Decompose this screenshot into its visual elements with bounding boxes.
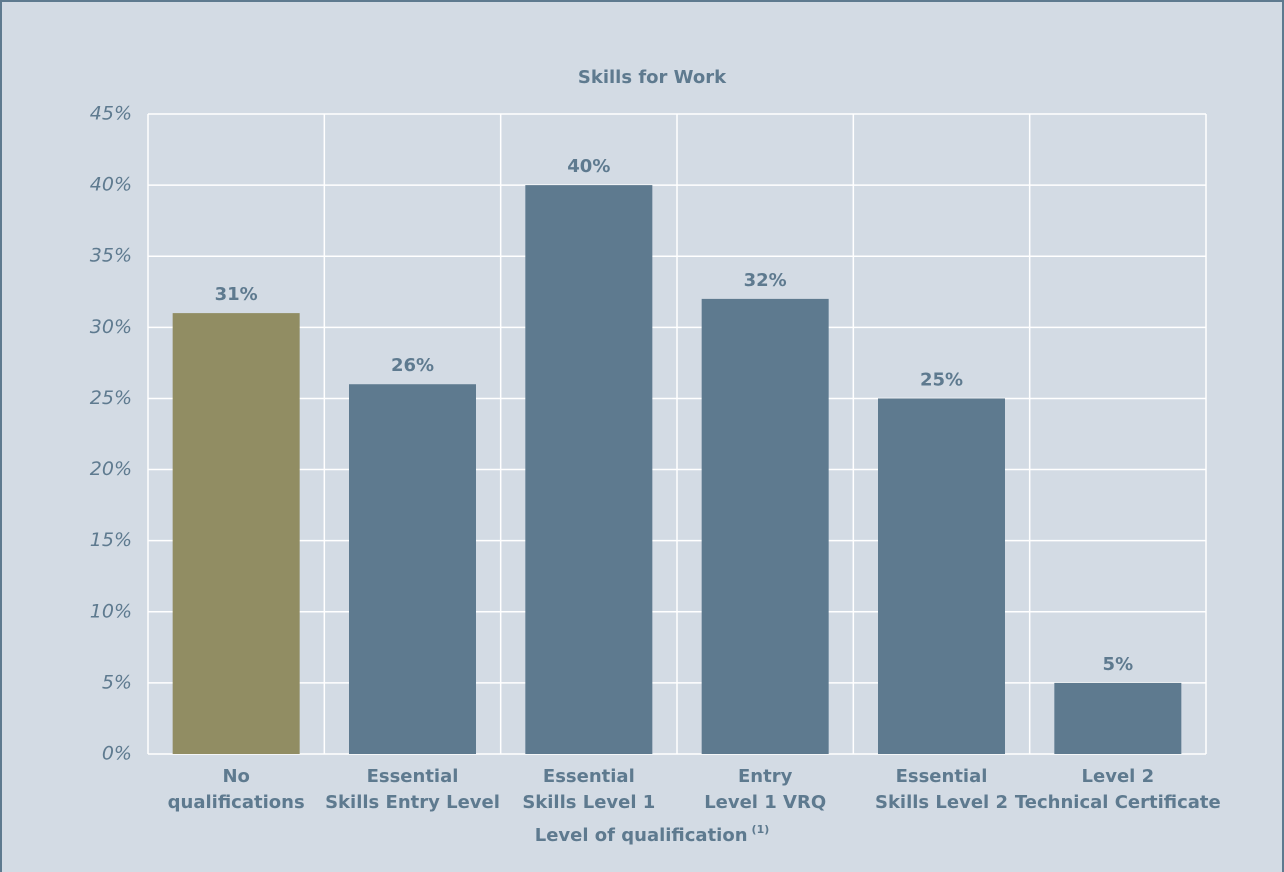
x-tick-label: Entry Level 1 VRQ [704,766,826,813]
x-tick-label-line: Essential [367,766,459,787]
x-tick-label: Essential Skills Level 1 [522,766,655,813]
bar [172,313,300,754]
value-label: 26% [391,355,434,376]
value-label: 25% [920,369,963,390]
x-tick-label-line: Skills Level 1 [522,792,655,813]
x-axis-label: Level of qualification (1) [535,823,770,846]
y-tick-label: 40% [90,174,132,196]
value-label: 40% [567,156,610,177]
x-axis-label-text: Level of qualification [535,825,748,846]
x-tick-label-line: Essential [896,766,988,787]
x-tick-label: Level 2 Technical Certificate [1015,766,1221,813]
x-tick-label: No qualifications [168,766,305,813]
chart-title: Skills for Work [578,67,727,88]
x-tick-label-line: Skills Entry Level [325,792,500,813]
y-tick-label: 20% [90,458,132,480]
y-tick-label: 30% [90,316,132,338]
y-tick-label: 5% [102,671,132,693]
x-tick-label-line: No [222,766,249,787]
y-tick-label: 0% [102,743,132,765]
x-tick-label: Essential Skills Entry Level [325,766,500,813]
y-tick-label: 15% [90,529,132,551]
x-tick-label-line: Technical Certificate [1015,792,1221,813]
x-tick-label-line: Level 2 [1082,766,1155,787]
bar [349,384,476,754]
bar [1054,682,1182,754]
bar [878,398,1005,754]
y-tick-label: 25% [90,387,132,409]
x-tick-label: Essential Skills Level 2 [875,766,1008,813]
y-tick-label: 35% [90,245,132,267]
x-tick-label-line: qualifications [168,792,305,813]
x-tick-label-line: Level 1 VRQ [704,792,826,813]
x-tick-label-line: Entry [738,766,793,787]
x-tick-label-line: Essential [543,766,635,787]
value-label: 5% [1103,654,1134,675]
bar [525,185,653,755]
bar [701,298,829,754]
y-tick-label: 10% [90,600,132,622]
value-label: 31% [215,284,258,305]
value-label: 32% [744,270,787,291]
x-tick-label-line: Skills Level 2 [875,792,1008,813]
y-tick-label: 45% [90,103,132,125]
x-axis-label-note: (1) [752,823,770,836]
